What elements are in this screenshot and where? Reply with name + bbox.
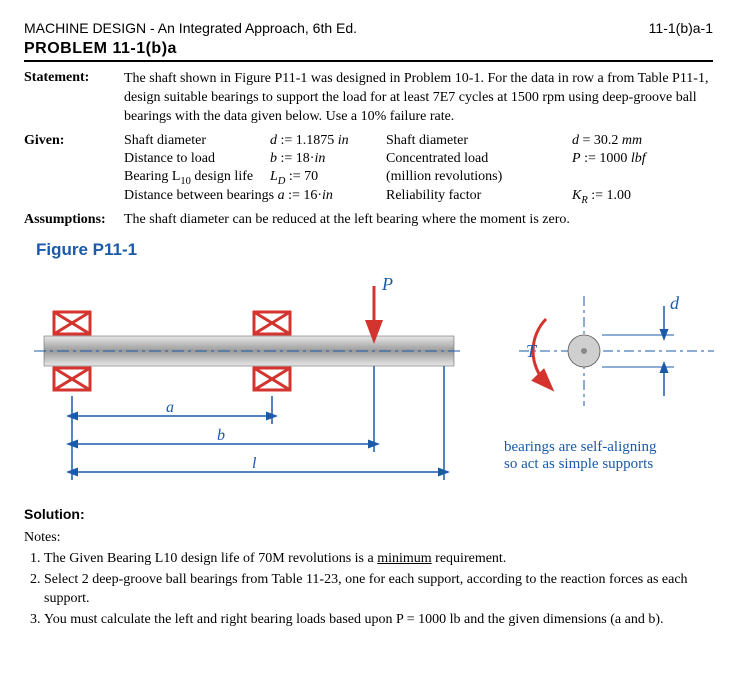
header-right: 11-1(b)a-1 — [649, 20, 713, 36]
given-r2c2: b := 18·in — [270, 151, 380, 167]
given-label: Given: — [24, 133, 124, 207]
label-l: l — [252, 455, 257, 472]
label-d: d — [670, 293, 680, 313]
given-r2c1: Distance to load — [124, 151, 264, 167]
given-r1c3: Shaft diameter — [386, 133, 566, 149]
given-r3c3: (million revolutions) — [386, 169, 566, 185]
label-b: b — [217, 427, 225, 444]
given-r1c4: d = 30.2 mm — [572, 133, 672, 149]
given-grid: Shaft diameter d := 1.1875 in Shaft diam… — [124, 133, 713, 207]
note-2: Select 2 deep-groove ball bearings from … — [44, 571, 713, 609]
figure-title: Figure P11-1 — [36, 240, 713, 260]
statement-text: The shaft shown in Figure P11-1 was desi… — [124, 70, 713, 127]
statement-section: Statement: The shaft shown in Figure P11… — [24, 70, 713, 127]
notes-label: Notes: — [24, 530, 713, 546]
figure-caption-2: so act as simple supports — [504, 456, 653, 472]
label-P: P — [381, 274, 393, 294]
given-r1c2: d := 1.1875 in — [270, 133, 380, 149]
given-r2c3: Concentrated load — [386, 151, 566, 167]
figure-p11-1: P a b l T d bearings are self-aligning s… — [24, 266, 714, 496]
assumptions-text: The shaft diameter can be reduced at the… — [124, 212, 713, 228]
given-r3c1: Bearing L10 design life — [124, 169, 264, 187]
page-header: MACHINE DESIGN - An Integrated Approach,… — [24, 20, 713, 36]
statement-label: Statement: — [24, 70, 124, 127]
given-section: Given: Shaft diameter d := 1.1875 in Sha… — [24, 133, 713, 207]
label-T: T — [526, 341, 538, 361]
assumptions-label: Assumptions: — [24, 212, 124, 228]
label-a: a — [166, 399, 174, 416]
notes-list: The Given Bearing L10 design life of 70M… — [44, 550, 713, 630]
given-r4c4: KR := 1.00 — [572, 188, 672, 206]
given-r1c1: Shaft diameter — [124, 133, 264, 149]
given-r4c3: Reliability factor — [386, 188, 566, 204]
solution-label: Solution: — [24, 506, 713, 522]
note-3: You must calculate the left and right be… — [44, 611, 713, 630]
header-left: MACHINE DESIGN - An Integrated Approach,… — [24, 20, 357, 36]
assumptions-section: Assumptions: The shaft diameter can be r… — [24, 212, 713, 228]
given-r3c2: LD := 70 — [270, 169, 380, 187]
problem-title: PROBLEM 11-1(b)a — [24, 40, 713, 62]
note-1: The Given Bearing L10 design life of 70M… — [44, 550, 713, 569]
given-r2c4: P := 1000 lbf — [572, 151, 672, 167]
figure-caption-1: bearings are self-aligning — [504, 439, 657, 455]
given-r4c1: Distance between bearings a := 16·in — [124, 188, 380, 204]
